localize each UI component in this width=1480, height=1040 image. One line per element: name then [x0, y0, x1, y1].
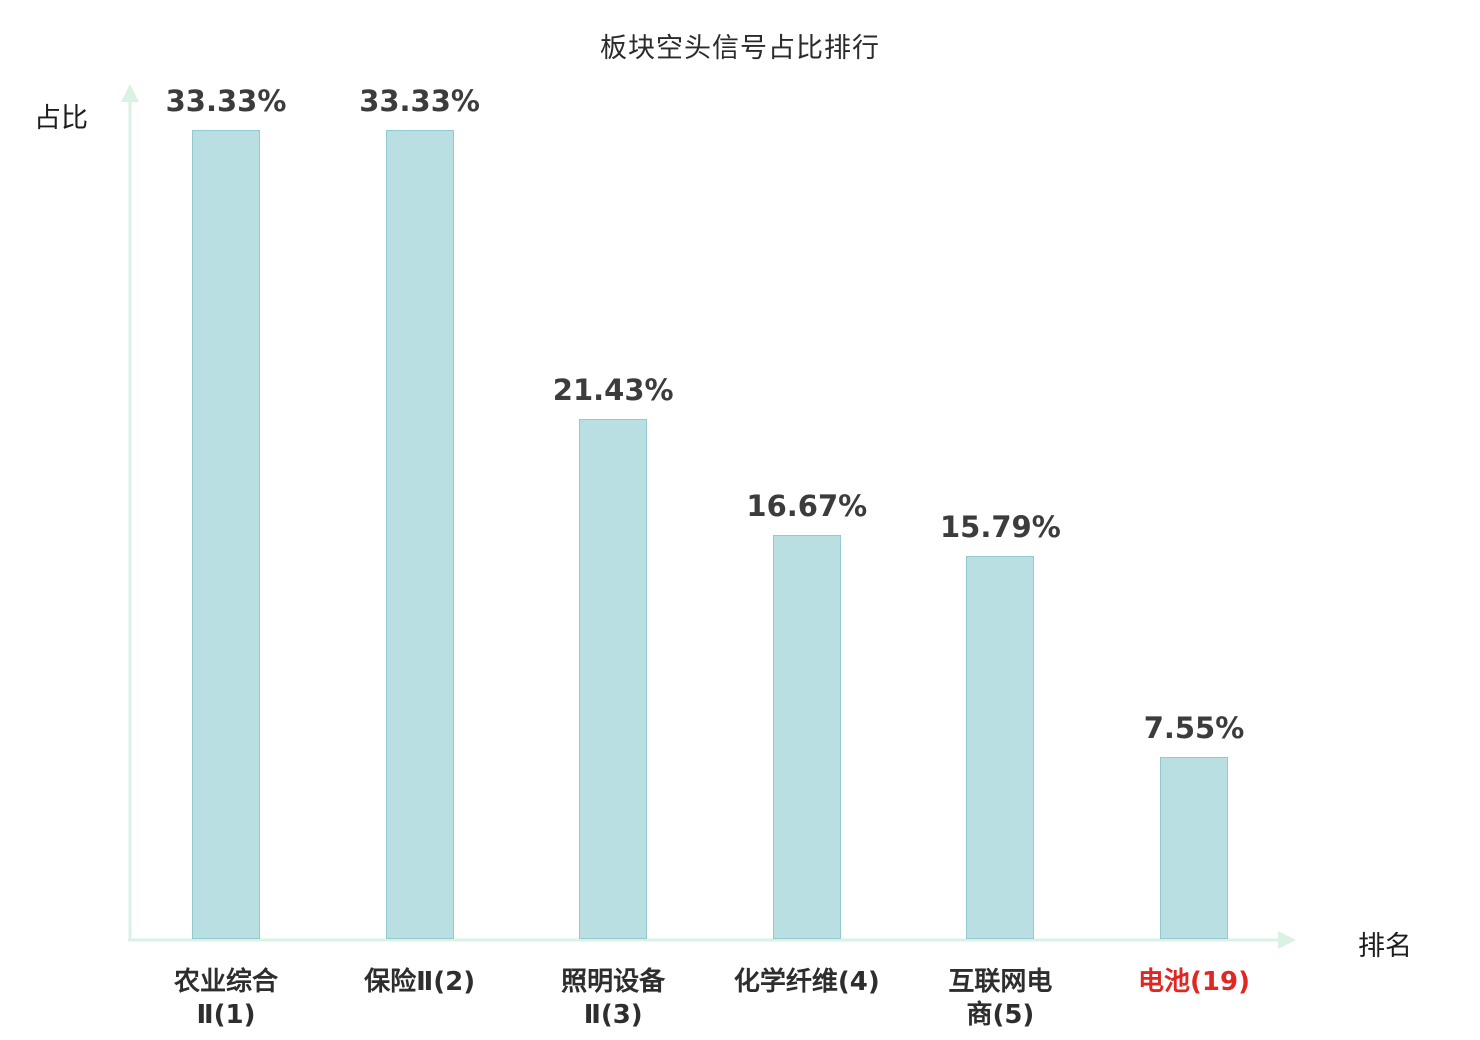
chart-title: 板块空头信号占比排行	[600, 33, 880, 64]
bar	[772, 535, 841, 939]
bar-category-label: 保险Ⅱ(2)	[364, 967, 476, 997]
bar	[192, 130, 260, 939]
y-axis-label: 占比	[34, 103, 88, 134]
bar-value-label: 7.55%	[1143, 711, 1245, 745]
bar-category-label: 农业综合 Ⅱ(1)	[173, 967, 278, 1030]
bar-value-label: 33.33%	[359, 84, 480, 118]
x-axis-arrowhead	[1278, 931, 1296, 949]
bar	[1160, 757, 1228, 939]
bar	[385, 130, 454, 939]
bar-value-label: 21.43%	[552, 373, 674, 407]
bar-category-label: 化学纤维(4)	[733, 967, 880, 997]
bar-value-label: 15.79%	[939, 510, 1061, 544]
bar-value-label: 16.67%	[746, 489, 868, 523]
y-axis-arrowhead	[121, 84, 139, 102]
bar	[966, 556, 1035, 939]
bar-value-label: 33.33%	[165, 84, 287, 118]
bar-category-label: 互联网电 商(5)	[948, 967, 1053, 1030]
x-axis-label: 排名	[1358, 931, 1412, 962]
bar-category-label: 电池(19)	[1138, 967, 1250, 997]
bar	[579, 419, 648, 939]
bar-category-label: 照明设备 Ⅱ(3)	[561, 967, 666, 1030]
